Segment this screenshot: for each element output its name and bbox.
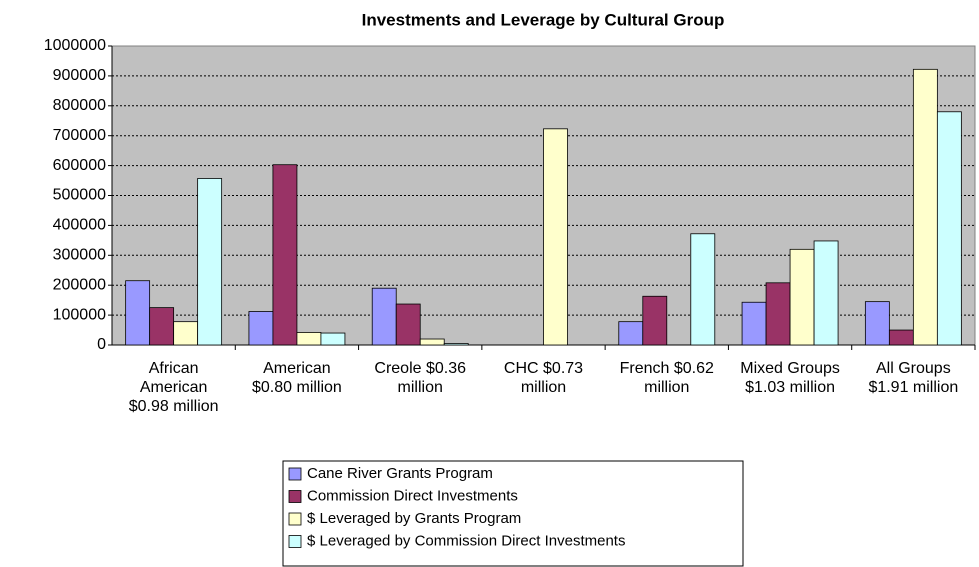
- bar: [272, 164, 298, 346]
- bar: [912, 68, 938, 346]
- bar: [371, 287, 397, 346]
- bar: [395, 303, 421, 346]
- x-tick-label: French $0.62 million: [620, 360, 714, 396]
- bar: [888, 329, 914, 346]
- legend-swatch: [288, 467, 302, 481]
- chart-title: Investments and Leverage by Cultural Gro…: [362, 10, 725, 29]
- bar: [864, 301, 890, 346]
- legend-label: Cane River Grants Program: [307, 465, 493, 482]
- legend-box: [282, 460, 744, 567]
- y-tick-label: 700000: [53, 127, 106, 144]
- y-tick-label: 500000: [53, 187, 106, 204]
- y-tick-label: 600000: [53, 157, 106, 174]
- bar: [765, 282, 791, 346]
- y-tick-label: 800000: [53, 97, 106, 114]
- y-tick-label: 100000: [53, 306, 106, 323]
- x-tick-label: American $0.80 million: [252, 360, 342, 396]
- bar: [741, 301, 767, 346]
- bar: [320, 332, 346, 346]
- x-tick-label: Creole $0.36 million: [374, 360, 466, 396]
- y-tick-label: 1000000: [44, 37, 106, 54]
- bar: [642, 295, 668, 346]
- x-tick-label: CHC $0.73 million: [504, 360, 583, 396]
- legend-label: $ Leveraged by Grants Program: [307, 510, 521, 527]
- legend-swatch: [288, 512, 302, 526]
- bar: [149, 307, 175, 346]
- bar: [690, 233, 716, 346]
- y-tick-label: 300000: [53, 247, 106, 264]
- bar: [125, 280, 151, 346]
- bar: [543, 128, 568, 346]
- x-tick-label: All Groups $1.91 million: [868, 360, 958, 396]
- y-tick-label: 400000: [53, 217, 106, 234]
- legend-swatch: [288, 490, 302, 503]
- bar: [296, 332, 322, 346]
- y-tick-label: 200000: [53, 276, 106, 293]
- y-tick-label: 900000: [53, 67, 106, 84]
- bar: [197, 178, 223, 346]
- x-tick-label: Mixed Groups $1.03 million: [740, 360, 840, 396]
- x-tick-label: African American $0.98 million: [129, 360, 219, 415]
- bar: [789, 248, 815, 346]
- legend-swatch: [288, 535, 302, 548]
- bar: [173, 321, 199, 346]
- bar: [618, 321, 644, 346]
- legend-label: $ Leveraged by Commission Direct Investm…: [307, 532, 625, 549]
- legend-label: Commission Direct Investments: [307, 487, 518, 504]
- bar: [936, 111, 962, 346]
- bar: [248, 311, 274, 346]
- y-tick-label: 0: [97, 336, 106, 353]
- bar: [813, 240, 839, 346]
- bar: [443, 343, 469, 346]
- bar: [419, 338, 445, 346]
